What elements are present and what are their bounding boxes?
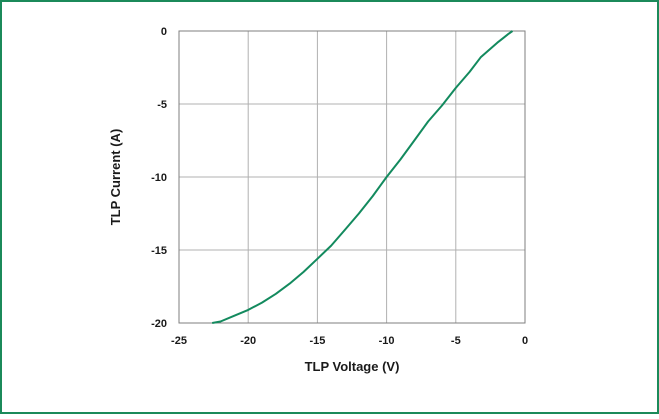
y-tick-label: -10 [151, 172, 167, 184]
x-tick-label: -15 [309, 335, 325, 347]
y-tick-label: -5 [157, 99, 167, 111]
x-axis-title: TLP Voltage (V) [305, 359, 400, 374]
x-tick-label: 0 [522, 335, 528, 347]
tick-labels: -25 -20 -15 -10 -5 0 0 -5 -10 -15 -20 [151, 26, 528, 347]
y-tick-label: -15 [151, 245, 167, 257]
series-line [212, 30, 514, 324]
x-tick-label: -20 [240, 335, 256, 347]
x-tick-label: -5 [451, 335, 461, 347]
x-tick-label: -10 [379, 335, 395, 347]
y-axis-title: TLP Current (A) [108, 129, 123, 226]
plot-area-border [178, 30, 526, 324]
y-tick-label: 0 [161, 26, 167, 38]
series-layer [212, 30, 514, 324]
x-tick-label: -25 [171, 335, 187, 347]
y-tick-label: -20 [151, 318, 167, 330]
